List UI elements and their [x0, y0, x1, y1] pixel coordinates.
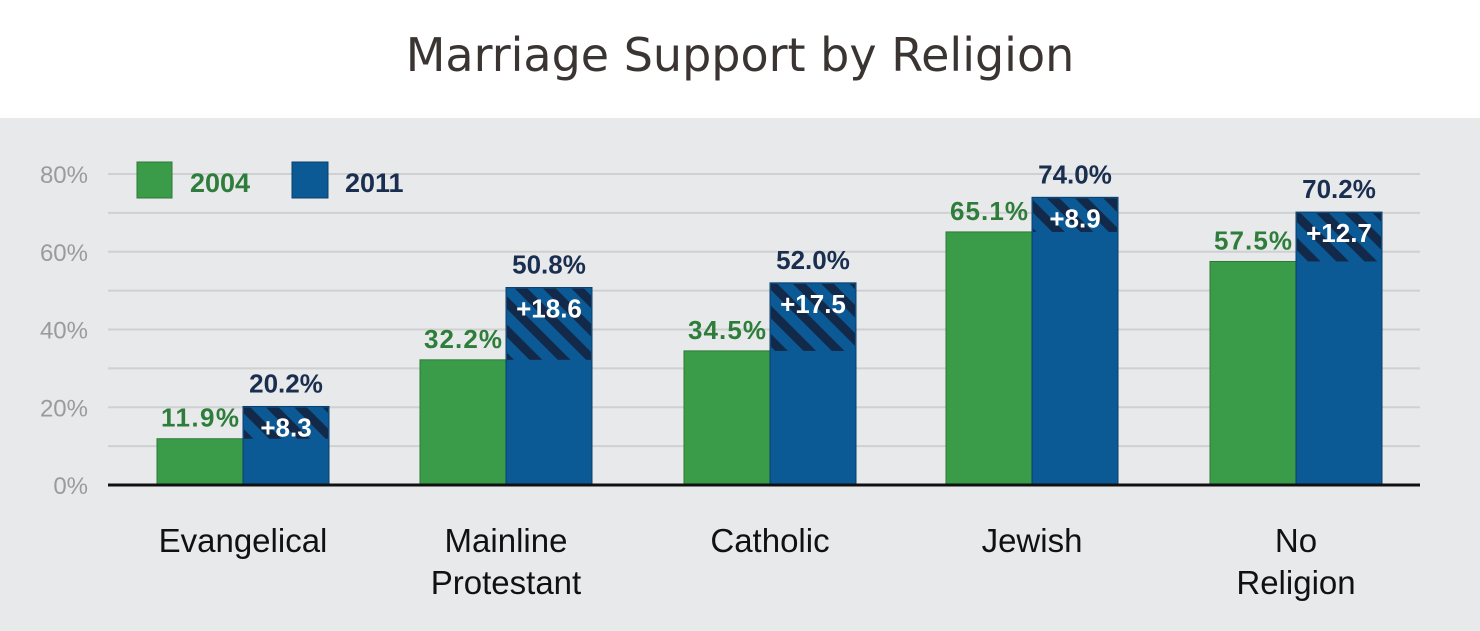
data-label-2011: 50.8% [512, 250, 586, 280]
x-category-label: Religion [1236, 564, 1355, 601]
change-label: +17.5 [780, 289, 846, 319]
data-label-2011: 74.0% [1038, 159, 1112, 189]
data-label-2004: 32.2% [424, 324, 502, 354]
bar-group: 11.9% 20.2% +8.3 [156, 368, 330, 486]
bar-change-hatch [1033, 198, 1117, 232]
bar-change-hatch [244, 407, 328, 439]
bar-group: 65.1% 74.0% +8.9 [945, 159, 1119, 486]
bar-group: 57.5% 70.2% +12.7 [1209, 174, 1383, 486]
y-tick-label: 40% [40, 318, 88, 345]
bars: 11.9% 20.2% +8.3 32.2% 50.8% +18.6 34.5% 52.0% +… [108, 159, 1420, 487]
change-label: +12.7 [1306, 218, 1372, 248]
y-tick-label: 0% [53, 473, 88, 500]
x-category-label: No [1275, 522, 1317, 559]
bar-2004 [683, 350, 771, 486]
data-label-2004: 34.5% [688, 315, 766, 345]
change-label: +8.9 [1049, 203, 1100, 233]
y-tick-label: 20% [40, 395, 88, 422]
bar-change-hatch [1297, 213, 1381, 262]
data-label-2004: 65.1% [950, 196, 1028, 226]
change-label: +18.6 [516, 294, 582, 324]
x-category-label: Jewish [982, 522, 1083, 559]
change-label: +8.3 [260, 412, 311, 442]
data-label-2011: 52.0% [776, 245, 850, 275]
bar-change-hatch [771, 283, 855, 351]
bar-group: 34.5% 52.0% +17.5 [683, 245, 857, 486]
x-category-label: Protestant [431, 564, 581, 601]
x-category-label: Evangelical [159, 522, 328, 559]
x-category-label: Mainline [445, 522, 568, 559]
legend-swatch-2011 [291, 161, 329, 199]
data-label-2011: 70.2% [1302, 174, 1376, 204]
data-label-2004: 57.5% [1214, 225, 1292, 255]
chart-title: Marriage Support by Religion [405, 28, 1075, 82]
y-tick-label: 60% [40, 240, 88, 267]
bar-2004 [1209, 260, 1297, 486]
bar-2004 [419, 359, 507, 486]
legend-swatch-2004 [136, 161, 173, 199]
y-axis-ticks: 0% 20% 40% 60% 80% [40, 162, 88, 500]
x-category-label: Catholic [710, 522, 829, 559]
bar-2011 [1031, 196, 1119, 486]
x-axis-labels: Evangelical Mainline Protestant Catholic Jew… [159, 522, 1356, 601]
legend: 2004 2011 [136, 161, 404, 199]
legend-label-2011: 2011 [345, 168, 404, 198]
y-tick-label: 80% [40, 162, 88, 189]
bar-change-hatch [507, 288, 591, 360]
bar-group: 32.2% 50.8% +18.6 [419, 250, 593, 486]
legend-label-2004: 2004 [190, 168, 250, 198]
data-label-2011: 20.2% [249, 368, 323, 398]
bar-2004 [945, 231, 1033, 486]
bar-2004 [156, 438, 244, 486]
data-label-2004: 11.9% [161, 403, 239, 433]
